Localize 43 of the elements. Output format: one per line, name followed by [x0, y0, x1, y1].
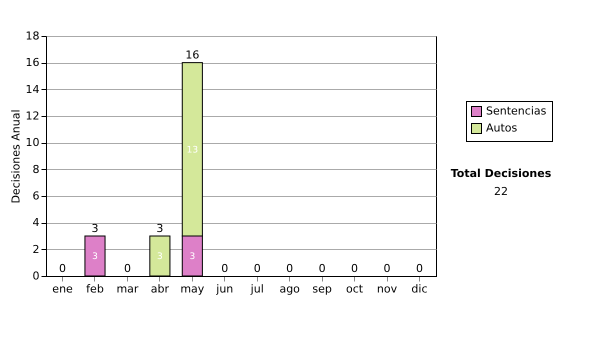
x-tick-label: ago — [279, 282, 300, 296]
total-label: 0 — [384, 262, 391, 275]
total-label: 16 — [185, 48, 200, 62]
y-tick-label: 14 — [26, 82, 40, 96]
total-label: 0 — [286, 262, 294, 275]
y-tick-label: 12 — [26, 110, 40, 122]
y-tick-label: 18 — [26, 30, 40, 42]
x-tick-label: dic — [411, 282, 428, 296]
total-label: 0 — [221, 262, 228, 275]
text: Total Decisiones — [450, 167, 552, 180]
y-tick-label: 8 — [32, 162, 40, 176]
x-tick-label: sep — [312, 282, 332, 296]
y-tick-label: 0 — [32, 270, 40, 282]
total-label: 0 — [59, 262, 66, 275]
legend-label: Autos — [486, 122, 518, 134]
x-tick-label: mar — [116, 282, 139, 296]
total-label: 0 — [318, 262, 326, 275]
x-tick-label: ene — [52, 282, 74, 296]
x-tick-label: may — [180, 282, 205, 296]
y-tick-label: 6 — [32, 190, 40, 202]
x-tick-label: jul — [250, 282, 264, 296]
x-tick-label: oct — [346, 282, 364, 296]
y-tick-label: 10 — [26, 136, 40, 150]
data-label: 3 — [92, 252, 98, 262]
x-tick-label: abr — [150, 282, 170, 296]
x-tick-label: feb — [86, 282, 104, 296]
data-label: 13 — [186, 145, 198, 156]
y-tick-label: 16 — [26, 56, 40, 70]
legend-label: Sentencias — [486, 104, 547, 118]
text: 22 — [494, 185, 508, 198]
y-axis-title: Decisiones Anual — [10, 109, 23, 204]
data-label: 3 — [189, 252, 196, 262]
data-label: 3 — [157, 252, 163, 262]
total-label: 0 — [351, 262, 358, 275]
x-tick-label: nov — [376, 282, 398, 296]
x-tick-label: jun — [215, 282, 234, 296]
total-label: 0 — [124, 262, 131, 275]
total-label: 0 — [254, 262, 261, 275]
y-tick-label: 2 — [32, 242, 40, 256]
total-label: 3 — [156, 222, 164, 235]
total-label: 3 — [91, 222, 98, 235]
y-tick-label: 4 — [32, 216, 40, 230]
total-label: 0 — [416, 262, 423, 275]
